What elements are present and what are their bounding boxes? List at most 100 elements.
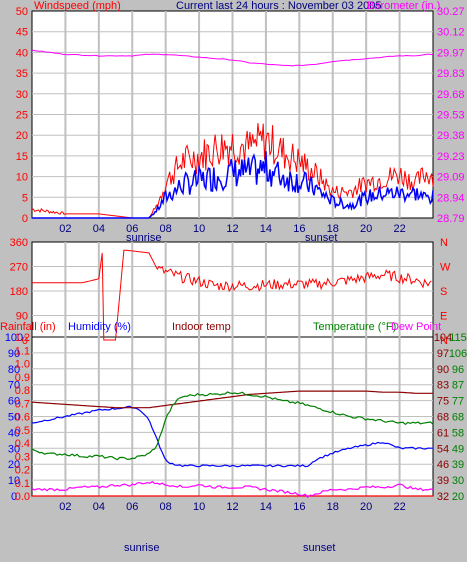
barometer-tick-label: 30.27 <box>437 6 465 18</box>
barometer-tick-label: 29.23 <box>437 151 465 163</box>
temp2-tick-label: 68 <box>452 412 464 424</box>
temp-tick-label: 104 <box>434 332 452 344</box>
humidity-axis-label: Humidity (%) <box>68 321 131 333</box>
direction-series-line <box>32 249 432 341</box>
top-x-tick-label: 20 <box>360 223 372 235</box>
indoor-temp-label: Indoor temp <box>172 321 231 333</box>
humidity-tick-label: 30 <box>8 443 20 455</box>
temp2-tick-label: 30 <box>452 475 464 487</box>
bottom-sunrise-label: sunrise <box>124 542 159 554</box>
rain-tick-label: 1.2 <box>15 332 30 344</box>
bottom-x-tick-label: 14 <box>260 501 272 513</box>
humidity-tick-label: 40 <box>8 427 20 439</box>
barometer-tick-label: 29.53 <box>437 110 465 122</box>
humidity-tick-label: 50 <box>8 412 20 424</box>
rain-tick-label: 0.1 <box>15 478 30 490</box>
windspeed-tick-label: 35 <box>16 68 28 80</box>
temp2-tick-label: 39 <box>452 459 464 471</box>
windspeed-tick-label: 45 <box>16 27 28 39</box>
top-sunset-label: sunset <box>305 232 337 244</box>
temp-tick-label: 32 <box>437 491 449 503</box>
rain-tick-label: 1.1 <box>15 345 30 357</box>
top-x-tick-label: 02 <box>59 223 71 235</box>
temp2-tick-label: 96 <box>452 364 464 376</box>
rain-tick-label: 0.7 <box>15 398 30 410</box>
windspeed-tick-label: 50 <box>16 6 28 18</box>
rain-tick-label: 0.8 <box>15 385 30 397</box>
bottom-x-tick-label: 10 <box>193 501 205 513</box>
temp2-tick-label: 58 <box>452 427 464 439</box>
rain-tick-label: 0.4 <box>15 438 30 450</box>
rain-tick-label: 0.3 <box>15 451 30 463</box>
top-x-tick-label: 18 <box>327 223 339 235</box>
rain-tick-label: 0.9 <box>15 372 30 384</box>
humidity-tick-label: 100 <box>5 332 23 344</box>
bottom-x-tick-label: 12 <box>226 501 238 513</box>
humidity-tick-label: 70 <box>8 380 20 392</box>
rain-tick-label: 0.5 <box>15 425 30 437</box>
series-layer <box>31 49 434 499</box>
dew-point-series-line <box>31 480 434 499</box>
indoor-temp-series-line <box>31 390 433 409</box>
temp-tick-label: 54 <box>437 443 449 455</box>
temp-tick-label: 75 <box>437 396 449 408</box>
barometer-tick-label: 29.68 <box>437 89 465 101</box>
top-x-tick-label: 22 <box>393 223 405 235</box>
humidity-tick-label: 20 <box>8 459 20 471</box>
windspeed-tick-label: 25 <box>16 110 28 122</box>
gust-series-line <box>31 123 434 219</box>
humidity-series-line <box>31 405 433 468</box>
dew-point-label: Dew Point <box>391 321 441 333</box>
barometer-tick-label: 29.38 <box>437 130 465 142</box>
compass-tick-label: E <box>440 311 447 323</box>
top-x-tick-label: 10 <box>193 223 205 235</box>
chart-title: Current last 24 hours : November 03 2005 <box>176 0 381 12</box>
temp2-tick-label: 106 <box>449 348 467 360</box>
compass-tick-label: S <box>440 286 447 298</box>
rain-tick-label: 0.0 <box>15 491 30 503</box>
bottom-x-tick-label: 02 <box>59 501 71 513</box>
top-sunrise-label: sunrise <box>126 232 161 244</box>
windspeed-tick-label: 40 <box>16 47 28 59</box>
barometer-tick-label: 28.79 <box>437 213 465 225</box>
rain-tick-label: 1.0 <box>15 359 30 371</box>
windspeed-tick-label: 20 <box>16 130 28 142</box>
compass-tick-label: N <box>440 237 448 249</box>
windspeed-tick-label: 10 <box>16 172 28 184</box>
avg-wind-series-line <box>32 151 434 219</box>
direction-tick-label: 270 <box>10 262 28 274</box>
windspeed-tick-label: 15 <box>16 151 28 163</box>
barometer-tick-label: 29.09 <box>437 172 465 184</box>
barometer-tick-label: 29.83 <box>437 68 465 80</box>
temp-tick-label: 61 <box>437 427 449 439</box>
barometer-tick-label: 28.94 <box>437 192 465 204</box>
top-x-tick-label: 12 <box>226 223 238 235</box>
windspeed-axis-label: Windspeed (mph) <box>34 0 121 12</box>
temp-tick-label: 97 <box>437 348 449 360</box>
bottom-x-tick-label: 20 <box>360 501 372 513</box>
barometer-series-line <box>31 49 434 67</box>
rain-tick-label: 0.6 <box>15 412 30 424</box>
temp2-tick-label: 87 <box>452 380 464 392</box>
humidity-tick-label: 10 <box>8 475 20 487</box>
temp2-tick-label: 20 <box>452 491 464 503</box>
temp-tick-label: 83 <box>437 380 449 392</box>
barometer-tick-label: 30.12 <box>437 27 465 39</box>
bottom-x-tick-label: 22 <box>393 501 405 513</box>
direction-tick-label: 0 <box>22 335 28 347</box>
top-x-tick-label: 14 <box>260 223 272 235</box>
direction-tick-label: 90 <box>16 311 28 323</box>
temp-tick-label: 46 <box>437 459 449 471</box>
direction-tick-label: 360 <box>10 237 28 249</box>
bottom-x-tick-label: 06 <box>126 501 138 513</box>
top-x-tick-label: 04 <box>93 223 105 235</box>
temperature-series-line <box>31 391 434 461</box>
windspeed-tick-label: 5 <box>22 192 28 204</box>
rainfall-axis-label: Rainfall (in) <box>0 321 56 333</box>
humidity-tick-label: 60 <box>8 396 20 408</box>
rain-tick-label: 0.2 <box>15 465 30 477</box>
compass-tick-label: N <box>440 335 448 347</box>
barometer-axis-label: Barometer (in.) <box>367 0 440 12</box>
windspeed-tick-label: 30 <box>16 89 28 101</box>
